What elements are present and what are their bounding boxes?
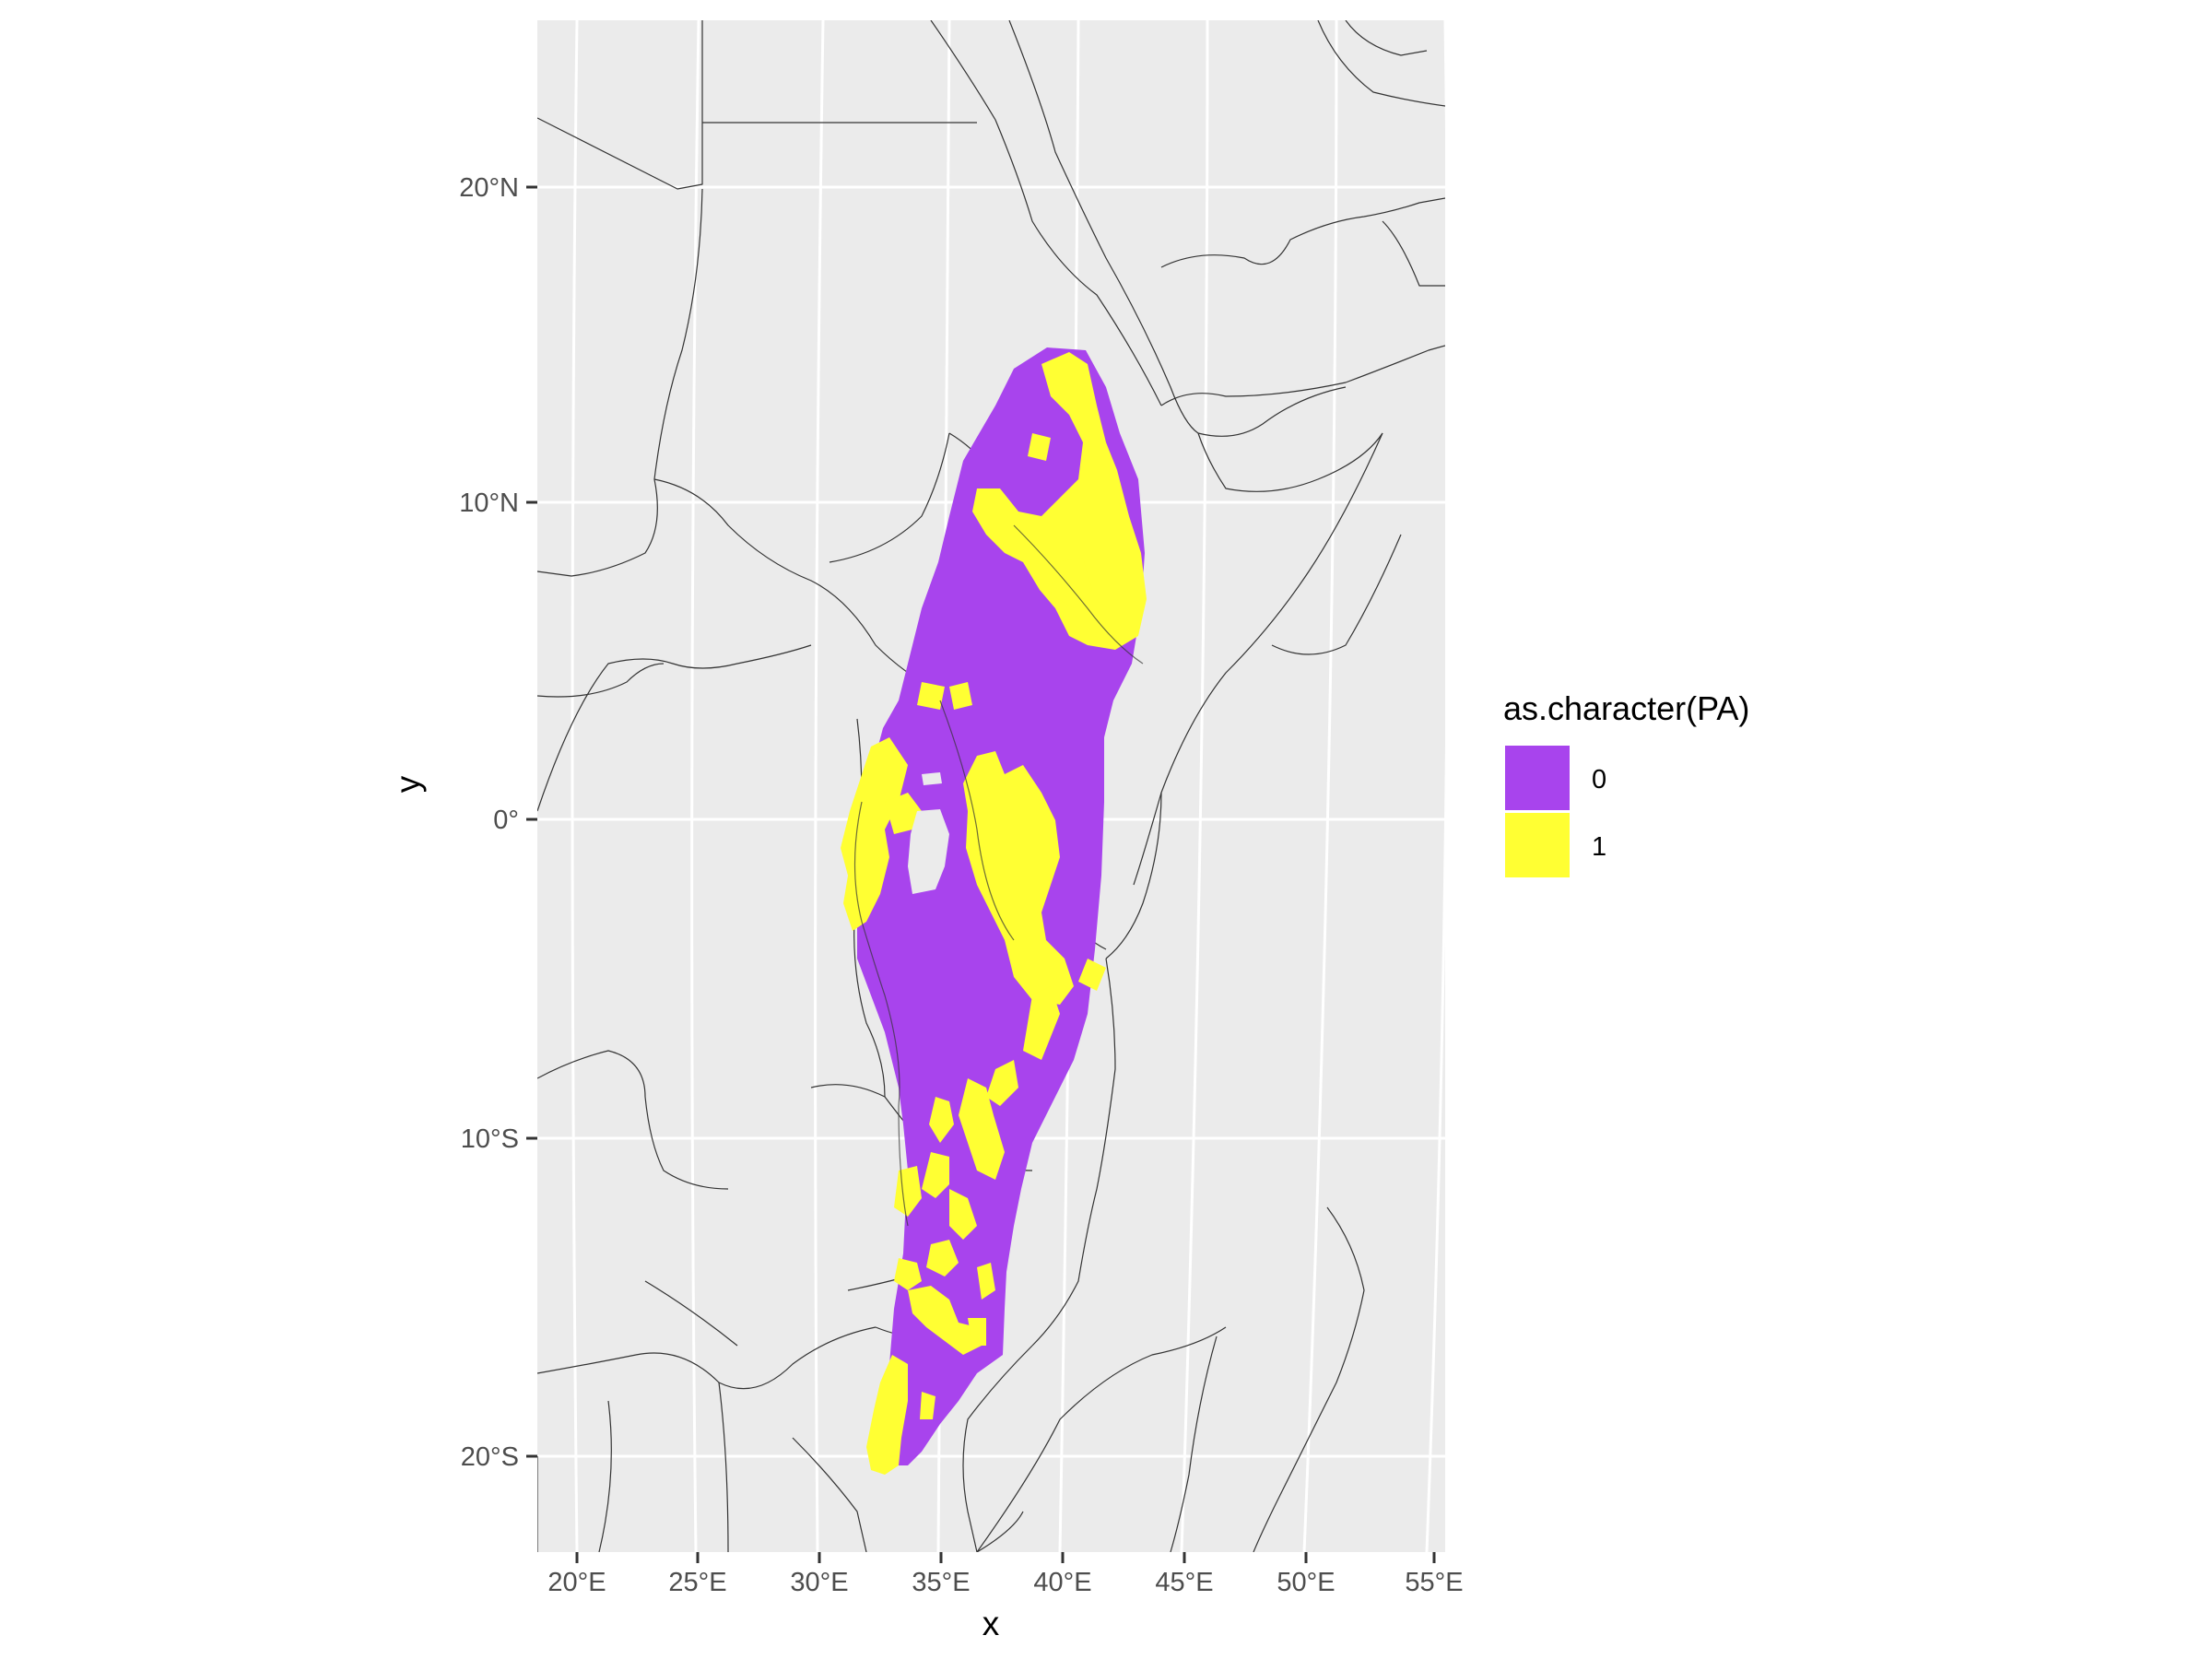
legend-label-0: 0 [1592,765,1606,794]
x-tick-label: 35°E [912,1568,970,1597]
lake-borders [853,524,1144,1227]
legend-title: as.character(PA) [1503,689,1749,727]
presence-patches [841,352,1147,1475]
x-tick-label: 55°E [1405,1568,1463,1597]
y-tick-label: 10°N [459,488,519,518]
legend-key-1 [1505,813,1570,877]
x-axis-ticks [575,1552,1436,1563]
y-tick-labels: 20°N 10°N 0° 10°S 20°S [459,173,519,1472]
legend: as.character(PA) 0 1 [1503,689,1749,877]
y-tick-label: 20°N [459,173,519,203]
x-tick-label: 25°E [668,1568,726,1597]
graticule-meridians [571,20,1445,1552]
x-tick-label: 45°E [1155,1568,1213,1597]
lake-victoria-hole [908,809,949,894]
y-axis-title: y [389,775,427,793]
x-tick-label: 20°E [547,1568,606,1597]
x-tick-label: 50°E [1277,1568,1335,1597]
lake-edge-hole [922,772,942,785]
x-tick-label: 40°E [1033,1568,1091,1597]
y-tick-label: 10°S [461,1124,519,1154]
y-tick-label: 20°S [461,1442,519,1472]
x-tick-labels: 20°E 25°E 30°E 35°E 40°E 45°E 50°E 55°E [547,1568,1463,1597]
legend-key-0 [1505,746,1570,810]
legend-label-1: 1 [1592,832,1606,862]
y-tick-label: 0° [493,806,519,835]
y-axis-ticks [526,185,537,1458]
x-tick-label: 30°E [790,1568,848,1597]
x-axis-title: x [982,1605,1000,1642]
